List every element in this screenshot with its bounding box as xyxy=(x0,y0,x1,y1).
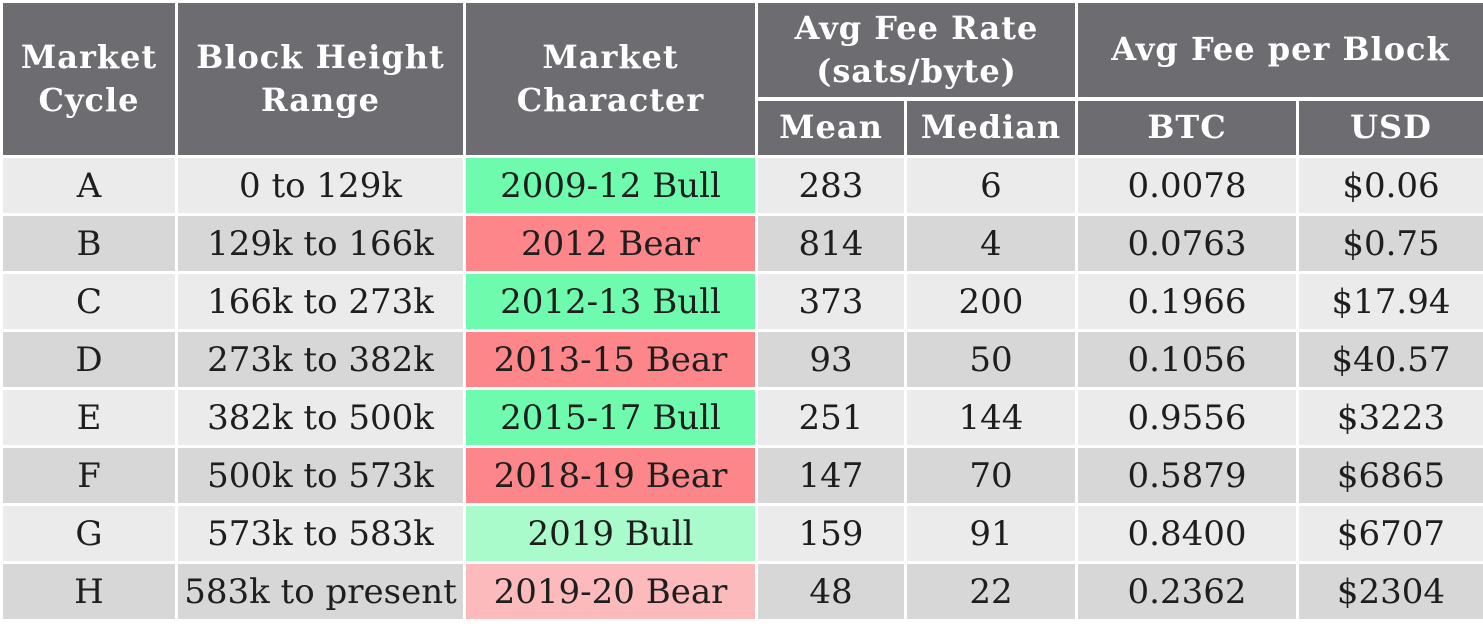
cell-btc: 0.1056 xyxy=(1075,329,1299,390)
header-row-top: Market Cycle Block Height Range Market C… xyxy=(0,0,1483,158)
cell-median: 70 xyxy=(904,445,1078,506)
header-avg-fee-rate: Avg Fee Rate (sats/byte) xyxy=(755,0,1078,101)
header-usd: USD xyxy=(1296,97,1483,158)
cell-cycle: H xyxy=(0,561,178,622)
header-avg-fee-per-block: Avg Fee per Block xyxy=(1075,0,1483,101)
cell-cycle: A xyxy=(0,155,178,216)
cell-btc: 0.0763 xyxy=(1075,213,1299,274)
cell-character: 2013-15 Bear xyxy=(463,329,758,390)
table-row: B 129k to 166k 2012 Bear 814 4 0.0763 $0… xyxy=(0,213,1483,274)
table-row: H 583k to present 2019-20 Bear 48 22 0.2… xyxy=(0,561,1483,622)
cell-usd: $0.06 xyxy=(1296,155,1483,216)
cell-mean: 147 xyxy=(755,445,907,506)
cell-character: 2009-12 Bull xyxy=(463,155,758,216)
cell-character: 2018-19 Bear xyxy=(463,445,758,506)
header-mean: Mean xyxy=(755,97,907,158)
table-row: A 0 to 129k 2009-12 Bull 283 6 0.0078 $0… xyxy=(0,155,1483,216)
cell-cycle: C xyxy=(0,271,178,332)
cell-cycle: F xyxy=(0,445,178,506)
cell-btc: 0.9556 xyxy=(1075,387,1299,448)
table-row: F 500k to 573k 2018-19 Bear 147 70 0.587… xyxy=(0,445,1483,506)
cell-median: 22 xyxy=(904,561,1078,622)
table-body: A 0 to 129k 2009-12 Bull 283 6 0.0078 $0… xyxy=(0,155,1483,622)
cell-cycle: D xyxy=(0,329,178,390)
cell-btc: 0.8400 xyxy=(1075,503,1299,564)
cell-median: 50 xyxy=(904,329,1078,390)
cell-median: 144 xyxy=(904,387,1078,448)
cell-median: 4 xyxy=(904,213,1078,274)
cell-usd: $40.57 xyxy=(1296,329,1483,390)
header-row-sub: Mean Median BTC USD xyxy=(2,97,1483,158)
header-market-cycle: Market Cycle xyxy=(0,0,178,158)
cell-cycle: B xyxy=(0,213,178,274)
cell-range: 0 to 129k xyxy=(175,155,466,216)
cell-character: 2012-13 Bull xyxy=(463,271,758,332)
cell-mean: 373 xyxy=(755,271,907,332)
cell-range: 573k to 583k xyxy=(175,503,466,564)
cell-btc: 0.5879 xyxy=(1075,445,1299,506)
table-row: D 273k to 382k 2013-15 Bear 93 50 0.1056… xyxy=(0,329,1483,390)
table-header: Market Cycle Block Height Range Market C… xyxy=(0,0,1483,158)
cell-mean: 283 xyxy=(755,155,907,216)
cell-character: 2015-17 Bull xyxy=(463,387,758,448)
cell-range: 583k to present xyxy=(175,561,466,622)
bottom-divider xyxy=(0,626,1483,629)
cell-cycle: E xyxy=(0,387,178,448)
cell-range: 166k to 273k xyxy=(175,271,466,332)
cell-usd: $3223 xyxy=(1296,387,1483,448)
header-btc: BTC xyxy=(1075,97,1299,158)
header-block-height-range: Block Height Range xyxy=(175,0,466,158)
table-row: E 382k to 500k 2015-17 Bull 251 144 0.95… xyxy=(0,387,1483,448)
cell-usd: $6865 xyxy=(1296,445,1483,506)
cell-mean: 814 xyxy=(755,213,907,274)
cell-usd: $0.75 xyxy=(1296,213,1483,274)
header-market-character: Market Character xyxy=(463,0,758,158)
cell-median: 200 xyxy=(904,271,1078,332)
cell-usd: $2304 xyxy=(1296,561,1483,622)
cell-usd: $6707 xyxy=(1296,503,1483,564)
cell-mean: 159 xyxy=(755,503,907,564)
table-row: C 166k to 273k 2012-13 Bull 373 200 0.19… xyxy=(0,271,1483,332)
cell-btc: 0.2362 xyxy=(1075,561,1299,622)
cell-character: 2019-20 Bear xyxy=(463,561,758,622)
cell-range: 382k to 500k xyxy=(175,387,466,448)
cell-character: 2019 Bull xyxy=(463,503,758,564)
cell-mean: 93 xyxy=(755,329,907,390)
cell-cycle: G xyxy=(0,503,178,564)
cell-median: 6 xyxy=(904,155,1078,216)
table-row: G 573k to 583k 2019 Bull 159 91 0.8400 $… xyxy=(0,503,1483,564)
cell-median: 91 xyxy=(904,503,1078,564)
cell-usd: $17.94 xyxy=(1296,271,1483,332)
cell-range: 273k to 382k xyxy=(175,329,466,390)
cell-character: 2012 Bear xyxy=(463,213,758,274)
cell-mean: 48 xyxy=(755,561,907,622)
cell-btc: 0.1966 xyxy=(1075,271,1299,332)
cell-mean: 251 xyxy=(755,387,907,448)
cell-btc: 0.0078 xyxy=(1075,155,1299,216)
header-median: Median xyxy=(904,97,1078,158)
cell-range: 500k to 573k xyxy=(175,445,466,506)
cell-range: 129k to 166k xyxy=(175,213,466,274)
